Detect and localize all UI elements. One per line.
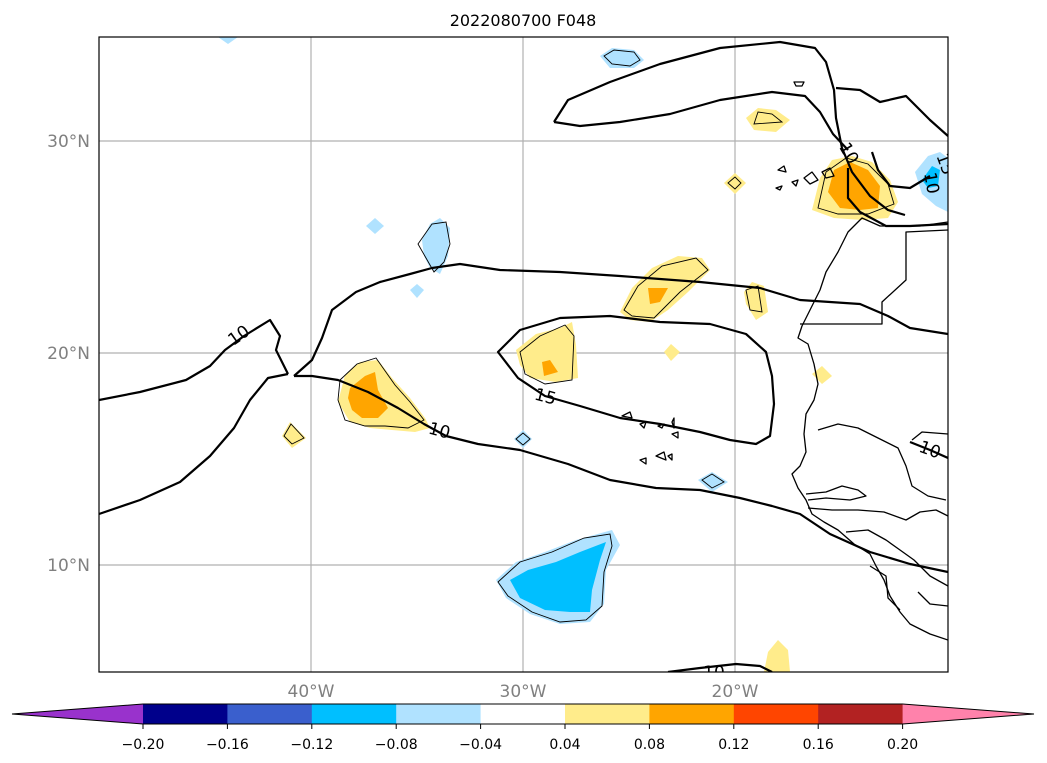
anomaly-outline (337, 357, 425, 429)
contour-line (835, 86, 948, 137)
madeira-island (793, 81, 805, 87)
colorbar-segment (396, 704, 482, 724)
negative-anomaly-30w16n (514, 430, 532, 448)
contour-line (911, 431, 948, 441)
colorbar-segment (143, 704, 228, 724)
colorbar-tick-label: 0.16 (803, 737, 834, 753)
cape-verde-island (657, 423, 665, 429)
negative-anomaly-11w28n-core (922, 166, 940, 188)
anomaly-outline (497, 533, 613, 623)
positive-anomaly-15w27n-core (828, 162, 880, 210)
anomaly-outline (623, 257, 709, 319)
cape-verde-island (667, 453, 673, 461)
negative-anomaly-34w25n (422, 218, 450, 274)
negative-anomaly-21w14n (698, 472, 728, 492)
liberia-border (869, 565, 901, 611)
anomaly-outline (727, 176, 742, 190)
lat-label-30n: 30°N (47, 132, 90, 152)
positive-anomaly-20w28n (724, 173, 746, 194)
contour-line (909, 440, 948, 460)
contour-line (553, 90, 849, 151)
colorbar-tick-label: −0.04 (459, 737, 502, 753)
colorbar-tick-label: −0.08 (375, 737, 418, 753)
colorbar-tick-label: 0.20 (887, 737, 918, 753)
contour-line (99, 318, 289, 402)
colorbar-tick-label: 0.08 (634, 737, 665, 753)
anomaly-outline (753, 111, 784, 125)
colorbar-segment (480, 704, 566, 724)
positive-anomaly-25w23n-core (648, 288, 668, 304)
anomaly-outline (603, 49, 641, 67)
coastlines (621, 81, 948, 641)
colorbar-tick-label: 0.12 (718, 737, 749, 753)
contour-line (496, 314, 776, 446)
figure-title: 2022080700 F048 (450, 11, 597, 30)
negative-anomaly-44w35n (218, 37, 238, 44)
colorbar-segment (227, 704, 313, 724)
western-sahara-border (800, 229, 948, 325)
contour-label: 10 (703, 663, 725, 683)
ivory-coast-border (917, 591, 948, 607)
anomaly-outline (701, 473, 725, 489)
colorbar-segment (733, 704, 819, 724)
negative-anomaly-28w9n-core (510, 542, 606, 612)
lon-label-40w: 40°W (288, 682, 335, 702)
canary-island (821, 167, 835, 179)
positive-anomaly-18w6n (764, 640, 790, 672)
positive-anomaly-16w18n (812, 366, 832, 384)
colorbar-tick-label: −0.20 (122, 737, 165, 753)
positive-anomaly-29w19n (516, 322, 578, 382)
colorbar-segment (311, 704, 397, 724)
contour-line (553, 40, 906, 217)
west-africa-border (845, 529, 948, 587)
positive-anomaly-38w18n-core (348, 372, 388, 418)
positive-anomaly-29w19n-core (542, 360, 558, 376)
plot-frame (98, 36, 949, 673)
lat-label-10n: 10°N (47, 556, 90, 576)
cape-verde-island (621, 411, 633, 419)
colorbar: −0.20 −0.16 −0.12 −0.08 −0.04 0.04 0.08 0.12 0.1… (11, 703, 1035, 753)
negative-anomaly-35w23n (410, 284, 424, 298)
contour-line (870, 151, 931, 190)
mauritania-border (817, 423, 947, 501)
anomaly-outline (519, 324, 575, 385)
contour-label: 10 (919, 171, 942, 196)
guinea-border (807, 507, 948, 521)
contour-line (293, 262, 948, 377)
negative-anomaly-36w26n (366, 218, 384, 234)
colorbar-segment (649, 704, 735, 724)
colorbar-extend-max (902, 704, 1034, 724)
colorbar-extend-min (12, 704, 143, 724)
anomaly-outline (417, 221, 451, 273)
cape-verde-island (671, 417, 675, 429)
canary-island (803, 171, 819, 185)
colorbar-segment (818, 704, 904, 724)
colorbar-tick-label: −0.12 (290, 737, 333, 753)
contour-line (294, 374, 948, 574)
lat-label-20n: 20°N (47, 344, 90, 364)
colorbar-tick-label: 0.04 (549, 737, 580, 753)
contour-line (667, 662, 773, 672)
contour-line (99, 372, 289, 516)
canary-island (791, 179, 799, 187)
canary-island (775, 185, 783, 191)
senegal-border (805, 485, 867, 501)
colorbar-segment (565, 704, 650, 724)
positive-anomaly-23w20n (664, 344, 680, 361)
lon-label-30w: 30°W (500, 682, 547, 702)
lon-label-20w: 20°W (712, 682, 759, 702)
colorbar-tick-label: −0.16 (206, 737, 249, 753)
cape-verde-island (639, 421, 647, 429)
anomaly-outline (515, 432, 531, 446)
cape-verde-island (639, 457, 647, 465)
anomaly-outline (283, 423, 305, 445)
cape-verde-island (655, 451, 667, 461)
map-plot-area: 10 10 15 10 10 15 10 10 (99, 37, 948, 683)
cape-verde-island (671, 431, 679, 439)
canary-island (777, 165, 787, 173)
